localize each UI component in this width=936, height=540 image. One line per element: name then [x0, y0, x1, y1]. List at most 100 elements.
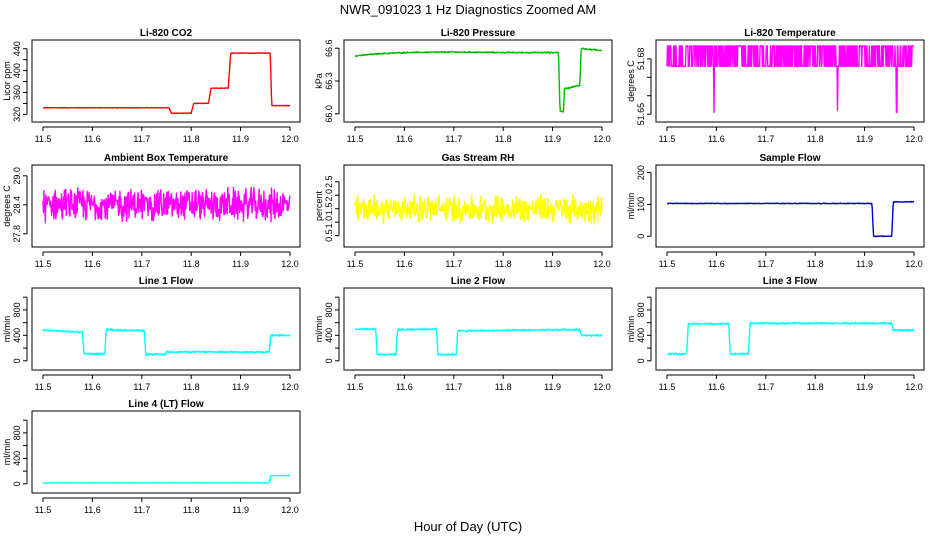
x-tick-label: 11.7 [445, 134, 462, 144]
y-axis: 27.8 28.4 29.0 [12, 167, 28, 243]
series-line [666, 45, 915, 114]
x-tick-label: 11.7 [133, 259, 150, 269]
y-axis: 320 360 400 440 [12, 41, 28, 122]
y-tick-label: 440 [12, 41, 22, 56]
x-tick-label: 11.8 [183, 259, 200, 269]
panel-title: Li-820 Pressure [441, 28, 516, 39]
y-axis-label: ml/min [626, 316, 636, 343]
panel-title: Ambient Box Temperature [104, 153, 229, 164]
plot-frame [31, 287, 301, 371]
x-tick-label: 11.5 [35, 382, 52, 392]
x-tick-label: 12.0 [281, 259, 299, 269]
y-tick-label: 1.0 [324, 216, 334, 229]
x-tick-label: 11.9 [232, 134, 249, 144]
x-tick-label: 11.6 [708, 259, 725, 269]
panel-line1: Line 1 Flow 11.5 11.6 11.7 11.8 11.9 12.0 0 400 8… [2, 276, 301, 392]
x-axis: 11.5 11.6 11.7 11.8 11.9 12.0 [659, 126, 923, 144]
y-axis: 0 400 800 [12, 296, 28, 363]
y-axis-label: kPa [314, 73, 324, 89]
x-tick-label: 11.7 [133, 382, 150, 392]
x-axis: 11.5 11.6 11.7 11.8 11.9 12.0 [35, 374, 299, 392]
x-tick-label: 11.9 [856, 382, 873, 392]
x-axis: 11.5 11.6 11.7 11.8 11.9 12.0 [347, 126, 611, 144]
y-tick-label: 400 [12, 63, 22, 78]
panel-temperature: Li-820 Temperature 11.5 11.6 11.7 11.8 11.9 12… [626, 28, 925, 144]
x-tick-label: 11.9 [544, 382, 561, 392]
x-tick-label: 11.6 [396, 259, 413, 269]
y-tick-label: 29.0 [12, 167, 22, 185]
y-axis: 0.51.01.52.02.5 [324, 176, 340, 242]
plot-frame [655, 39, 925, 123]
y-axis: 66.0 66.3 66.6 [324, 39, 340, 123]
x-tick-label: 11.7 [133, 134, 150, 144]
y-tick-label: 0 [12, 358, 22, 363]
y-axis-label: degrees C [626, 60, 636, 102]
x-tick-label: 11.6 [84, 505, 101, 515]
y-tick-label: 27.8 [12, 225, 22, 243]
plot-frame [655, 164, 925, 248]
series-line [666, 321, 915, 356]
y-tick-label: 800 [324, 302, 334, 317]
panel-line2: Line 2 Flow 11.5 11.6 11.7 11.8 11.9 12.0 0 400 8… [314, 276, 613, 392]
y-tick-label: 66.0 [324, 105, 334, 123]
x-tick-label: 11.5 [347, 382, 364, 392]
plot-frame [31, 164, 301, 248]
plot-frame [31, 410, 301, 494]
x-tick-label: 11.9 [856, 134, 873, 144]
plot-frame [655, 287, 925, 371]
y-tick-label: 0 [636, 234, 646, 239]
x-tick-label: 11.8 [807, 259, 824, 269]
panel-co2: Li-820 CO2 11.5 11.6 11.7 11.8 11.9 12.0 320 360… [2, 28, 301, 144]
plot-frame [343, 39, 613, 123]
plot-frame [343, 287, 613, 371]
x-tick-label: 11.5 [347, 259, 364, 269]
x-tick-label: 11.8 [183, 134, 200, 144]
series-line [42, 52, 291, 115]
x-axis: 11.5 11.6 11.7 11.8 11.9 12.0 [35, 251, 299, 269]
x-tick-label: 11.8 [495, 382, 512, 392]
series-line [354, 327, 603, 357]
figure-x-axis-label: Hour of Day (UTC) [414, 519, 522, 534]
y-tick-label: 2.5 [324, 176, 334, 189]
panel-title: Gas Stream RH [442, 153, 515, 164]
x-tick-label: 11.8 [183, 505, 200, 515]
y-tick-label: 51.65 [636, 103, 646, 126]
x-tick-label: 11.7 [445, 382, 462, 392]
x-tick-label: 11.5 [659, 382, 676, 392]
x-axis: 11.5 11.6 11.7 11.8 11.9 12.0 [347, 374, 611, 392]
y-axis-label: ml/min [2, 316, 12, 343]
x-tick-label: 11.6 [708, 134, 725, 144]
y-tick-label: 0 [636, 358, 646, 363]
x-tick-label: 11.9 [232, 382, 249, 392]
figure-title: NWR_091023 1 Hz Diagnostics Zoomed AM [340, 2, 597, 17]
x-tick-label: 11.5 [35, 505, 52, 515]
x-axis: 11.5 11.6 11.7 11.8 11.9 12.0 [659, 251, 923, 269]
y-tick-label: 800 [12, 425, 22, 440]
panel-title: Line 1 Flow [139, 276, 194, 287]
y-tick-label: 800 [12, 302, 22, 317]
plot-frame [343, 164, 613, 248]
y-axis-label: degrees C [2, 185, 12, 227]
x-tick-label: 11.6 [84, 134, 101, 144]
x-axis: 11.5 11.6 11.7 11.8 11.9 12.0 [35, 126, 299, 144]
y-tick-label: 51.68 [636, 48, 646, 71]
x-tick-label: 11.7 [445, 259, 462, 269]
panel-title: Sample Flow [759, 153, 820, 164]
series-line [354, 47, 603, 113]
y-tick-label: 0.5 [324, 229, 334, 242]
x-tick-label: 11.6 [396, 382, 413, 392]
x-tick-label: 12.0 [593, 134, 611, 144]
y-tick-label: 66.6 [324, 39, 334, 57]
x-tick-label: 11.9 [232, 505, 249, 515]
y-axis: 51.65 51.68 [636, 48, 652, 126]
y-axis: 0 400 800 [636, 296, 652, 363]
x-tick-label: 11.9 [856, 259, 873, 269]
series-line [42, 474, 291, 484]
panel-title: Line 2 Flow [451, 276, 506, 287]
panel-title: Line 4 (LT) Flow [128, 399, 204, 410]
x-tick-label: 11.6 [708, 382, 725, 392]
series-line [666, 200, 915, 238]
y-tick-label: 0 [12, 481, 22, 486]
